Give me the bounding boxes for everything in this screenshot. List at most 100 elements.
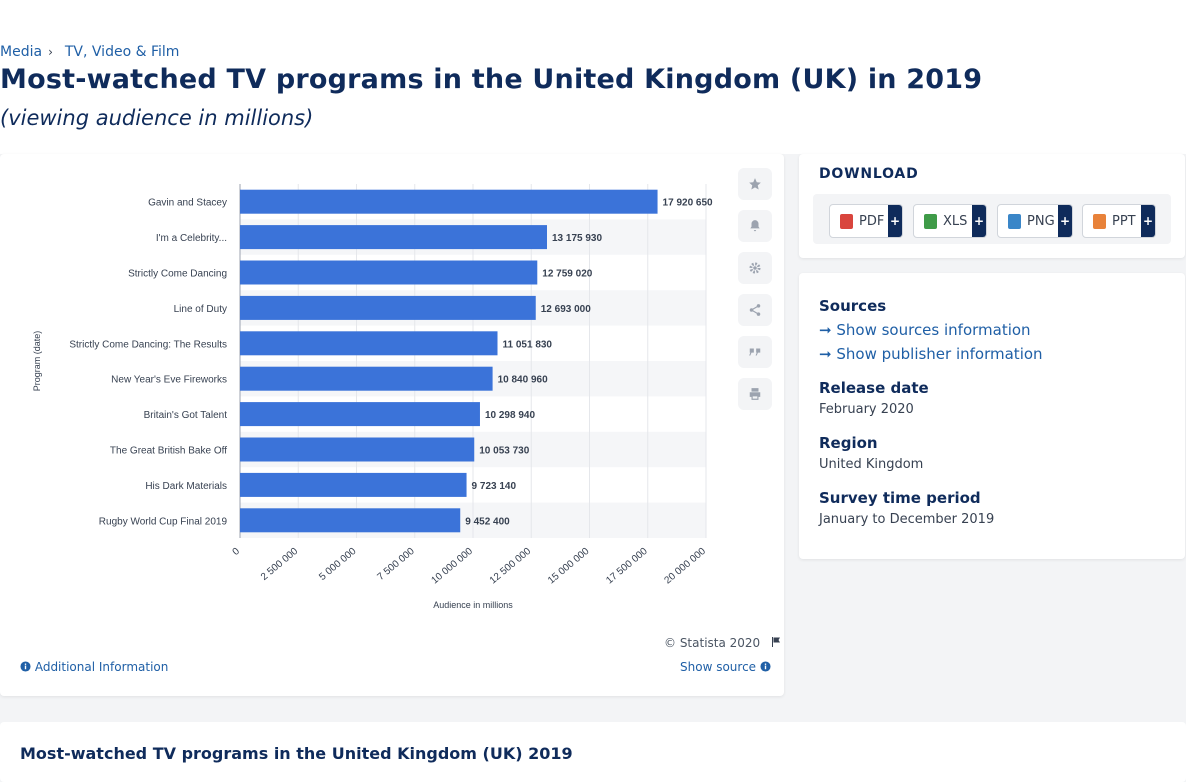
cite-button[interactable] [738, 336, 772, 368]
category-label: His Dark Materials [145, 481, 227, 492]
show-publisher-link[interactable]: ➞ Show publisher information [819, 345, 1043, 363]
download-card: DOWNLOAD PDF + XLS + PNG + PPT + [799, 154, 1185, 258]
copyright-label: © Statista 2020 [664, 636, 782, 650]
category-label: Strictly Come Dancing [128, 269, 227, 280]
favorite-button[interactable] [738, 168, 772, 200]
xls-plus-icon[interactable]: + [972, 205, 986, 237]
region-heading: Region [819, 434, 878, 452]
bell-icon [750, 220, 760, 232]
bar [240, 260, 538, 285]
x-tick-label: 20 000 000 [663, 546, 709, 587]
notification-button[interactable] [738, 210, 772, 242]
region-value: United Kingdom [819, 457, 924, 472]
sources-heading: Sources [819, 297, 887, 315]
release-date-value: February 2020 [819, 402, 914, 417]
download-xls-label: XLS [943, 213, 968, 229]
pdf-file-icon [840, 213, 853, 229]
download-png-button[interactable]: PNG + [997, 204, 1073, 238]
download-buttons: PDF + XLS + PNG + PPT + [813, 194, 1171, 244]
survey-period-value: January to December 2019 [819, 512, 995, 527]
additional-information-link[interactable]: Additional Information [20, 660, 168, 674]
category-label: Britain's Got Talent [144, 410, 228, 421]
breadcrumb-item-media[interactable]: Media [0, 44, 43, 60]
y-axis-title: Program (date) [32, 331, 42, 392]
value-label: 11 051 830 [503, 339, 553, 350]
star-icon [749, 178, 761, 190]
bar-chart: Gavin and Stacey 17 920 650 I'm a Celebrit… [32, 184, 713, 610]
category-label: Strictly Come Dancing: The Results [69, 339, 227, 350]
x-axis-title: Audience in millions [433, 600, 513, 610]
info-card: Sources ➞ Show sources information ➞ Sho… [799, 273, 1185, 559]
print-icon [749, 388, 761, 400]
page-header [0, 36, 1186, 154]
arrow-right-icon: ➞ [819, 345, 832, 363]
chart-card: Gavin and Stacey 17 920 650 I'm a Celebrit… [0, 154, 784, 696]
x-tick-label: 5 000 000 [317, 546, 358, 583]
additional-information-text: Additional Information [34, 660, 169, 674]
chart-toolbar [738, 168, 772, 410]
value-label: 9 452 400 [465, 516, 510, 527]
bar [240, 295, 536, 320]
value-label: 10 298 940 [485, 410, 535, 421]
bar [240, 189, 658, 214]
value-label: 13 175 930 [552, 233, 602, 244]
bar [240, 331, 498, 356]
download-png-label: PNG [1027, 213, 1055, 229]
x-tick-label: 15 000 000 [546, 546, 592, 587]
copyright-text: © Statista 2020 [664, 636, 761, 650]
show-source-text: Show source [680, 660, 757, 674]
download-title: DOWNLOAD [819, 166, 919, 182]
value-label: 9 723 140 [472, 481, 517, 492]
category-label: New Year's Eve Fireworks [111, 375, 227, 386]
show-sources-link[interactable]: ➞ Show sources information [819, 321, 1031, 339]
download-pdf-button[interactable]: PDF + [829, 204, 903, 238]
value-label: 12 693 000 [541, 304, 591, 315]
share-icon [749, 304, 761, 316]
bar [240, 437, 475, 462]
flag-icon[interactable] [770, 636, 782, 648]
x-tick-label: 10 000 000 [430, 546, 476, 587]
x-tick-label: 2 500 000 [259, 546, 300, 583]
download-ppt-label: PPT [1112, 213, 1136, 229]
ppt-file-icon [1093, 213, 1106, 229]
print-button[interactable] [738, 378, 772, 410]
x-tick-label: 7 500 000 [376, 546, 417, 583]
arrow-right-icon: ➞ [819, 321, 832, 339]
value-label: 10 840 960 [498, 375, 548, 386]
category-label: Rugby World Cup Final 2019 [99, 516, 228, 527]
xls-file-icon [924, 213, 937, 229]
download-pdf-label: PDF [859, 213, 885, 229]
download-ppt-button[interactable]: PPT + [1082, 204, 1156, 238]
png-file-icon [1008, 213, 1021, 229]
show-publisher-text: Show publisher information [836, 345, 1043, 363]
show-source-link[interactable]: Show source [680, 660, 771, 674]
bar [240, 225, 547, 250]
gear-icon [749, 262, 761, 274]
page-title: Most-watched TV programs in the United K… [0, 64, 983, 95]
bar [240, 366, 493, 391]
png-plus-icon[interactable]: + [1058, 205, 1072, 237]
value-label: 10 053 730 [479, 446, 529, 457]
category-label: I'm a Celebrity... [156, 233, 227, 244]
bar [240, 472, 467, 497]
category-label: The Great British Bake Off [110, 446, 227, 457]
info-icon [760, 661, 771, 672]
breadcrumb-separator: › [48, 45, 53, 59]
download-xls-button[interactable]: XLS + [913, 204, 987, 238]
value-label: 17 920 650 [663, 198, 713, 209]
bottom-title: Most-watched TV programs in the United K… [20, 744, 573, 763]
x-tick-label: 0 [231, 546, 243, 558]
x-tick-label: 12 500 000 [488, 546, 534, 587]
ppt-plus-icon[interactable]: + [1141, 205, 1155, 237]
top-bar [0, 0, 1186, 36]
survey-period-heading: Survey time period [819, 489, 981, 507]
category-label: Line of Duty [174, 304, 227, 315]
share-button[interactable] [738, 294, 772, 326]
pdf-plus-icon[interactable]: + [888, 205, 902, 237]
breadcrumb: Media › TV, Video & Film [0, 44, 179, 60]
x-tick-label: 17 500 000 [604, 546, 650, 587]
release-date-heading: Release date [819, 379, 929, 397]
settings-button[interactable] [738, 252, 772, 284]
breadcrumb-item-tv-video-film[interactable]: TV, Video & Film [64, 44, 180, 60]
bottom-card: Most-watched TV programs in the United K… [0, 722, 1186, 782]
